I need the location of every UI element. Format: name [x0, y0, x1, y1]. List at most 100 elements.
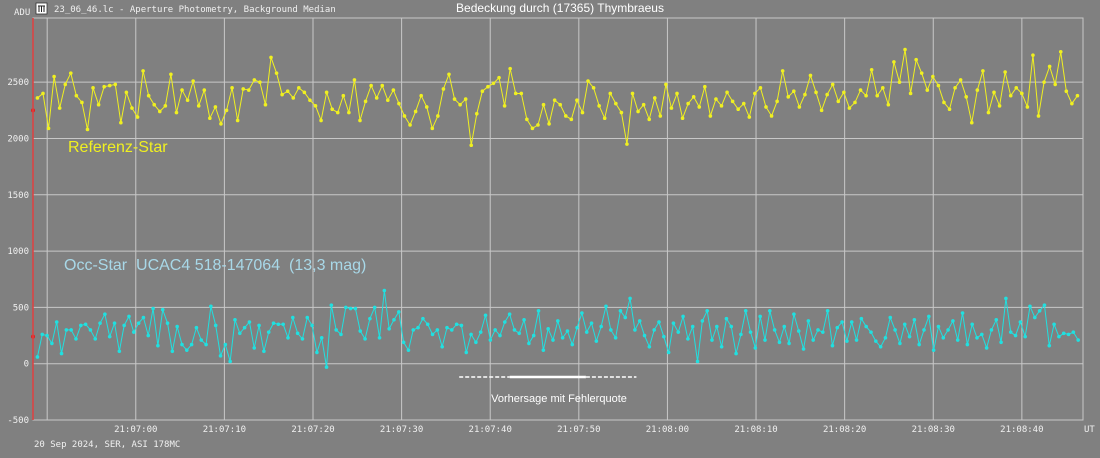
data-point	[854, 338, 859, 342]
data-point	[391, 88, 396, 92]
data-point	[821, 330, 825, 334]
data-point	[454, 322, 459, 327]
x-tick-label: 21:07:10	[203, 425, 246, 435]
data-point	[497, 75, 501, 80]
data-point	[652, 96, 657, 100]
data-point	[769, 114, 774, 118]
data-point	[308, 98, 312, 103]
data-point	[816, 328, 820, 332]
y-tick-labels: -500 0 500 1000 1500 2000 2500	[7, 78, 29, 426]
reference-star-label: Referenz-Star	[68, 139, 168, 156]
data-point	[830, 343, 835, 348]
data-point	[98, 321, 102, 325]
data-point	[892, 60, 896, 64]
data-point	[883, 335, 888, 340]
data-point	[69, 328, 73, 332]
data-point	[1003, 70, 1007, 74]
data-point	[975, 88, 980, 92]
data-point	[127, 314, 131, 319]
data-point	[864, 324, 868, 329]
file-title: 23_06_46.lc - Aperture Photometry, Backg…	[54, 5, 336, 15]
data-point	[1033, 315, 1037, 320]
data-point	[586, 79, 590, 83]
data-point	[237, 331, 242, 336]
data-point	[969, 120, 974, 125]
data-point	[531, 333, 536, 338]
data-point	[801, 347, 806, 351]
data-point	[224, 108, 229, 113]
data-point	[642, 333, 647, 338]
data-point	[888, 315, 893, 320]
data-point	[743, 308, 748, 313]
data-point	[262, 349, 266, 354]
data-point	[228, 359, 232, 364]
data-point	[671, 321, 676, 325]
data-point	[96, 102, 101, 107]
data-point	[739, 332, 743, 337]
data-point	[64, 328, 69, 332]
data-point	[136, 321, 141, 325]
data-point	[835, 325, 840, 330]
occ-star-series	[35, 288, 1080, 369]
data-point	[662, 334, 666, 339]
data-point	[1053, 82, 1057, 87]
data-point	[52, 74, 56, 79]
data-point	[880, 86, 885, 90]
data-point	[777, 340, 782, 345]
data-point	[541, 102, 546, 107]
data-point	[271, 321, 276, 325]
data-point	[747, 115, 752, 119]
data-point	[748, 330, 753, 334]
data-point	[1070, 101, 1074, 106]
data-point	[339, 332, 343, 337]
data-point	[690, 324, 695, 329]
data-point	[341, 93, 346, 98]
x-tick-label: 21:07:20	[291, 425, 334, 435]
data-point	[35, 355, 40, 359]
data-point	[947, 107, 952, 112]
data-point	[252, 78, 257, 82]
data-point	[636, 109, 640, 114]
data-point	[368, 316, 372, 321]
data-point	[1042, 80, 1046, 84]
data-point	[602, 116, 607, 121]
data-point	[575, 325, 579, 330]
data-point	[806, 319, 811, 323]
data-point	[146, 93, 151, 98]
data-point	[436, 114, 440, 118]
data-point	[1052, 322, 1056, 327]
data-point	[658, 114, 663, 118]
x-tick-label: 21:08:10	[734, 425, 777, 435]
y-tick-label: 1000	[7, 247, 29, 257]
data-point	[170, 349, 175, 354]
x-tick-label: 21:08:40	[1000, 425, 1043, 435]
y-tick-label: 0	[24, 360, 29, 370]
data-point	[931, 348, 936, 352]
y-axis-label: ADU	[14, 8, 30, 18]
data-point	[563, 114, 568, 118]
data-point	[204, 342, 208, 347]
data-point	[719, 345, 724, 349]
data-point	[981, 69, 985, 73]
data-point	[50, 341, 54, 346]
data-point	[975, 335, 979, 340]
data-point	[1028, 304, 1032, 309]
data-point	[869, 330, 873, 334]
data-point	[575, 98, 579, 103]
data-point	[772, 328, 777, 332]
data-point	[927, 314, 931, 319]
data-point	[488, 338, 493, 342]
data-point	[768, 308, 772, 313]
data-point	[700, 319, 705, 323]
data-point	[1018, 320, 1023, 324]
data-point	[614, 101, 618, 106]
data-point	[41, 91, 45, 96]
data-point	[725, 90, 729, 95]
data-point	[274, 71, 279, 75]
data-point	[986, 110, 991, 115]
data-point	[430, 126, 435, 131]
data-point	[199, 338, 204, 342]
data-point	[970, 322, 974, 327]
data-point	[202, 88, 207, 92]
